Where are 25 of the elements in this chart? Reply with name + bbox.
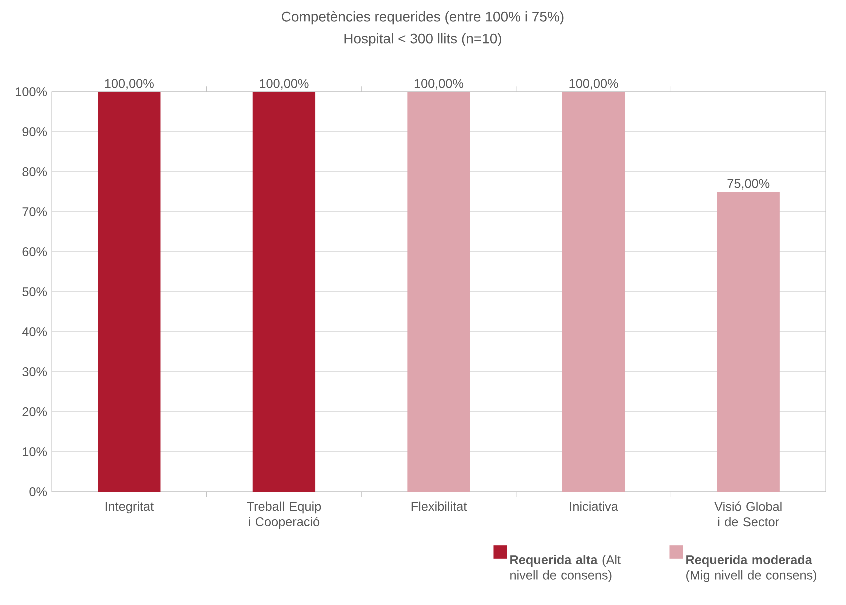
data-label: 100,00%: [105, 79, 154, 90]
y-tick-label: 0%: [30, 488, 48, 496]
y-tick-label: 40%: [22, 328, 48, 336]
data-label: 100,00%: [414, 79, 464, 90]
y-tick-label: 100%: [16, 88, 48, 96]
x-tick-label: Integritat: [106, 502, 154, 514]
legend-label: Requerida moderada (Mig nivell de consens): [686, 555, 817, 582]
data-label: 100,00%: [570, 79, 618, 90]
x-tick-label: Treball Equip i Cooperació: [247, 502, 322, 529]
x-tick-label: Iniciativa: [570, 502, 618, 512]
data-label: 100,00%: [260, 79, 309, 90]
chart-title: Competències requerides (entre 100% i 75%): [282, 11, 564, 25]
legend-label: Requerida alta (Alt nivell de consens): [510, 555, 621, 582]
chart-subtitle: Hospital < 300 llits (n=10): [344, 33, 502, 47]
y-tick-label: 20%: [22, 408, 48, 416]
y-tick-label: 10%: [23, 448, 48, 456]
y-tick-label: 50%: [22, 288, 48, 296]
x-tick-label: Visió Global i de Sector: [714, 502, 782, 527]
y-tick-label: 70%: [22, 208, 48, 216]
y-tick-label: 60%: [22, 248, 48, 256]
y-tick-label: 90%: [22, 128, 48, 136]
x-tick-label: Flexibilitat: [412, 502, 468, 512]
y-tick-label: 80%: [22, 168, 48, 176]
data-label: 75,00%: [728, 179, 770, 190]
y-tick-label: 30%: [22, 368, 48, 376]
